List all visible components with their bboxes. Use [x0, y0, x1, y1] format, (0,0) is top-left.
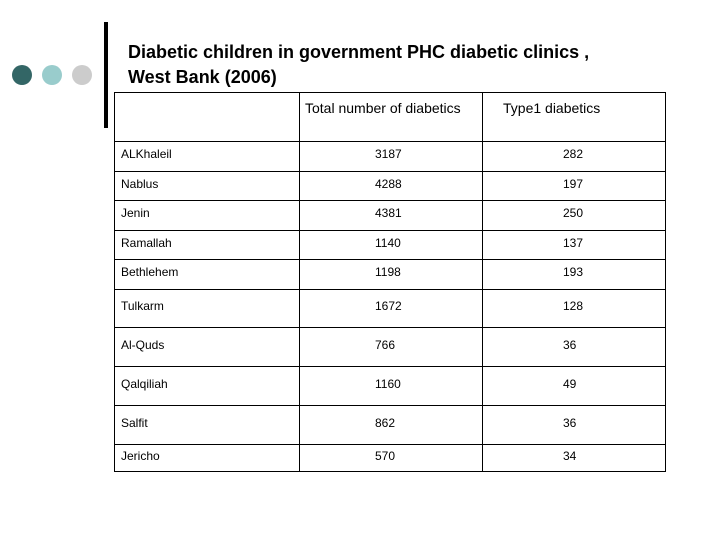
row-total-diabetics: 3187	[375, 147, 402, 161]
row-total-diabetics: 1160	[375, 377, 401, 391]
row-type1-diabetics: 137	[563, 236, 584, 250]
table-row-divider	[115, 141, 666, 142]
table-row-divider	[115, 230, 666, 231]
title-divider	[104, 22, 108, 128]
row-region-name: Nablus	[121, 177, 159, 191]
row-type1-diabetics: 49	[563, 377, 577, 391]
row-type1-diabetics: 36	[563, 416, 577, 430]
row-type1-diabetics: 250	[563, 206, 584, 220]
table-row-divider	[115, 405, 666, 406]
table-row-divider	[115, 444, 666, 445]
row-type1-diabetics: 197	[563, 177, 584, 191]
table-row-divider	[115, 259, 666, 260]
row-region-name: Al-Quds	[121, 338, 165, 352]
row-type1-diabetics: 34	[563, 449, 577, 463]
table-row-divider	[115, 171, 666, 172]
row-type1-diabetics: 193	[563, 265, 584, 279]
row-region-name: Jericho	[121, 449, 160, 463]
decorative-bullet-gray	[72, 65, 92, 85]
slide-title-line1: Diabetic children in government PHC diab…	[128, 42, 590, 62]
row-type1-diabetics: 282	[563, 147, 584, 161]
row-region-name: Bethlehem	[121, 265, 179, 279]
table-row-divider	[115, 289, 666, 290]
table-row-divider	[115, 200, 666, 201]
row-region-name: Salfit	[121, 416, 148, 430]
slide-title: Diabetic children in government PHC diab…	[128, 40, 708, 90]
row-region-name: Qalqiliah	[121, 377, 168, 391]
row-region-name: Ramallah	[121, 236, 172, 250]
row-total-diabetics: 4288	[375, 177, 402, 191]
row-region-name: Jenin	[121, 206, 150, 220]
diabetics-table: Total number of diabetics Type1 diabetics…	[114, 92, 666, 472]
table-column-divider	[482, 93, 483, 472]
row-type1-diabetics: 128	[563, 299, 584, 313]
row-total-diabetics: 1672	[375, 299, 402, 313]
row-total-diabetics: 1198	[375, 265, 401, 279]
table-row-divider	[115, 327, 666, 328]
table-row-divider	[115, 366, 666, 367]
table-column-divider	[299, 93, 300, 472]
header-type1-diabetics: Type1 diabetics	[503, 100, 601, 116]
slide-title-line2: West Bank (2006)	[128, 67, 277, 87]
row-region-name: ALKhaleil	[121, 147, 172, 161]
decorative-bullet-teal	[42, 65, 62, 85]
row-total-diabetics: 862	[375, 416, 396, 430]
row-total-diabetics: 766	[375, 338, 396, 352]
header-total-diabetics: Total number of diabetics	[305, 100, 461, 116]
row-total-diabetics: 1140	[375, 236, 401, 250]
row-total-diabetics: 4381	[375, 206, 402, 220]
decorative-bullet-dark	[12, 65, 32, 85]
row-type1-diabetics: 36	[563, 338, 577, 352]
row-region-name: Tulkarm	[121, 299, 164, 313]
row-total-diabetics: 570	[375, 449, 396, 463]
